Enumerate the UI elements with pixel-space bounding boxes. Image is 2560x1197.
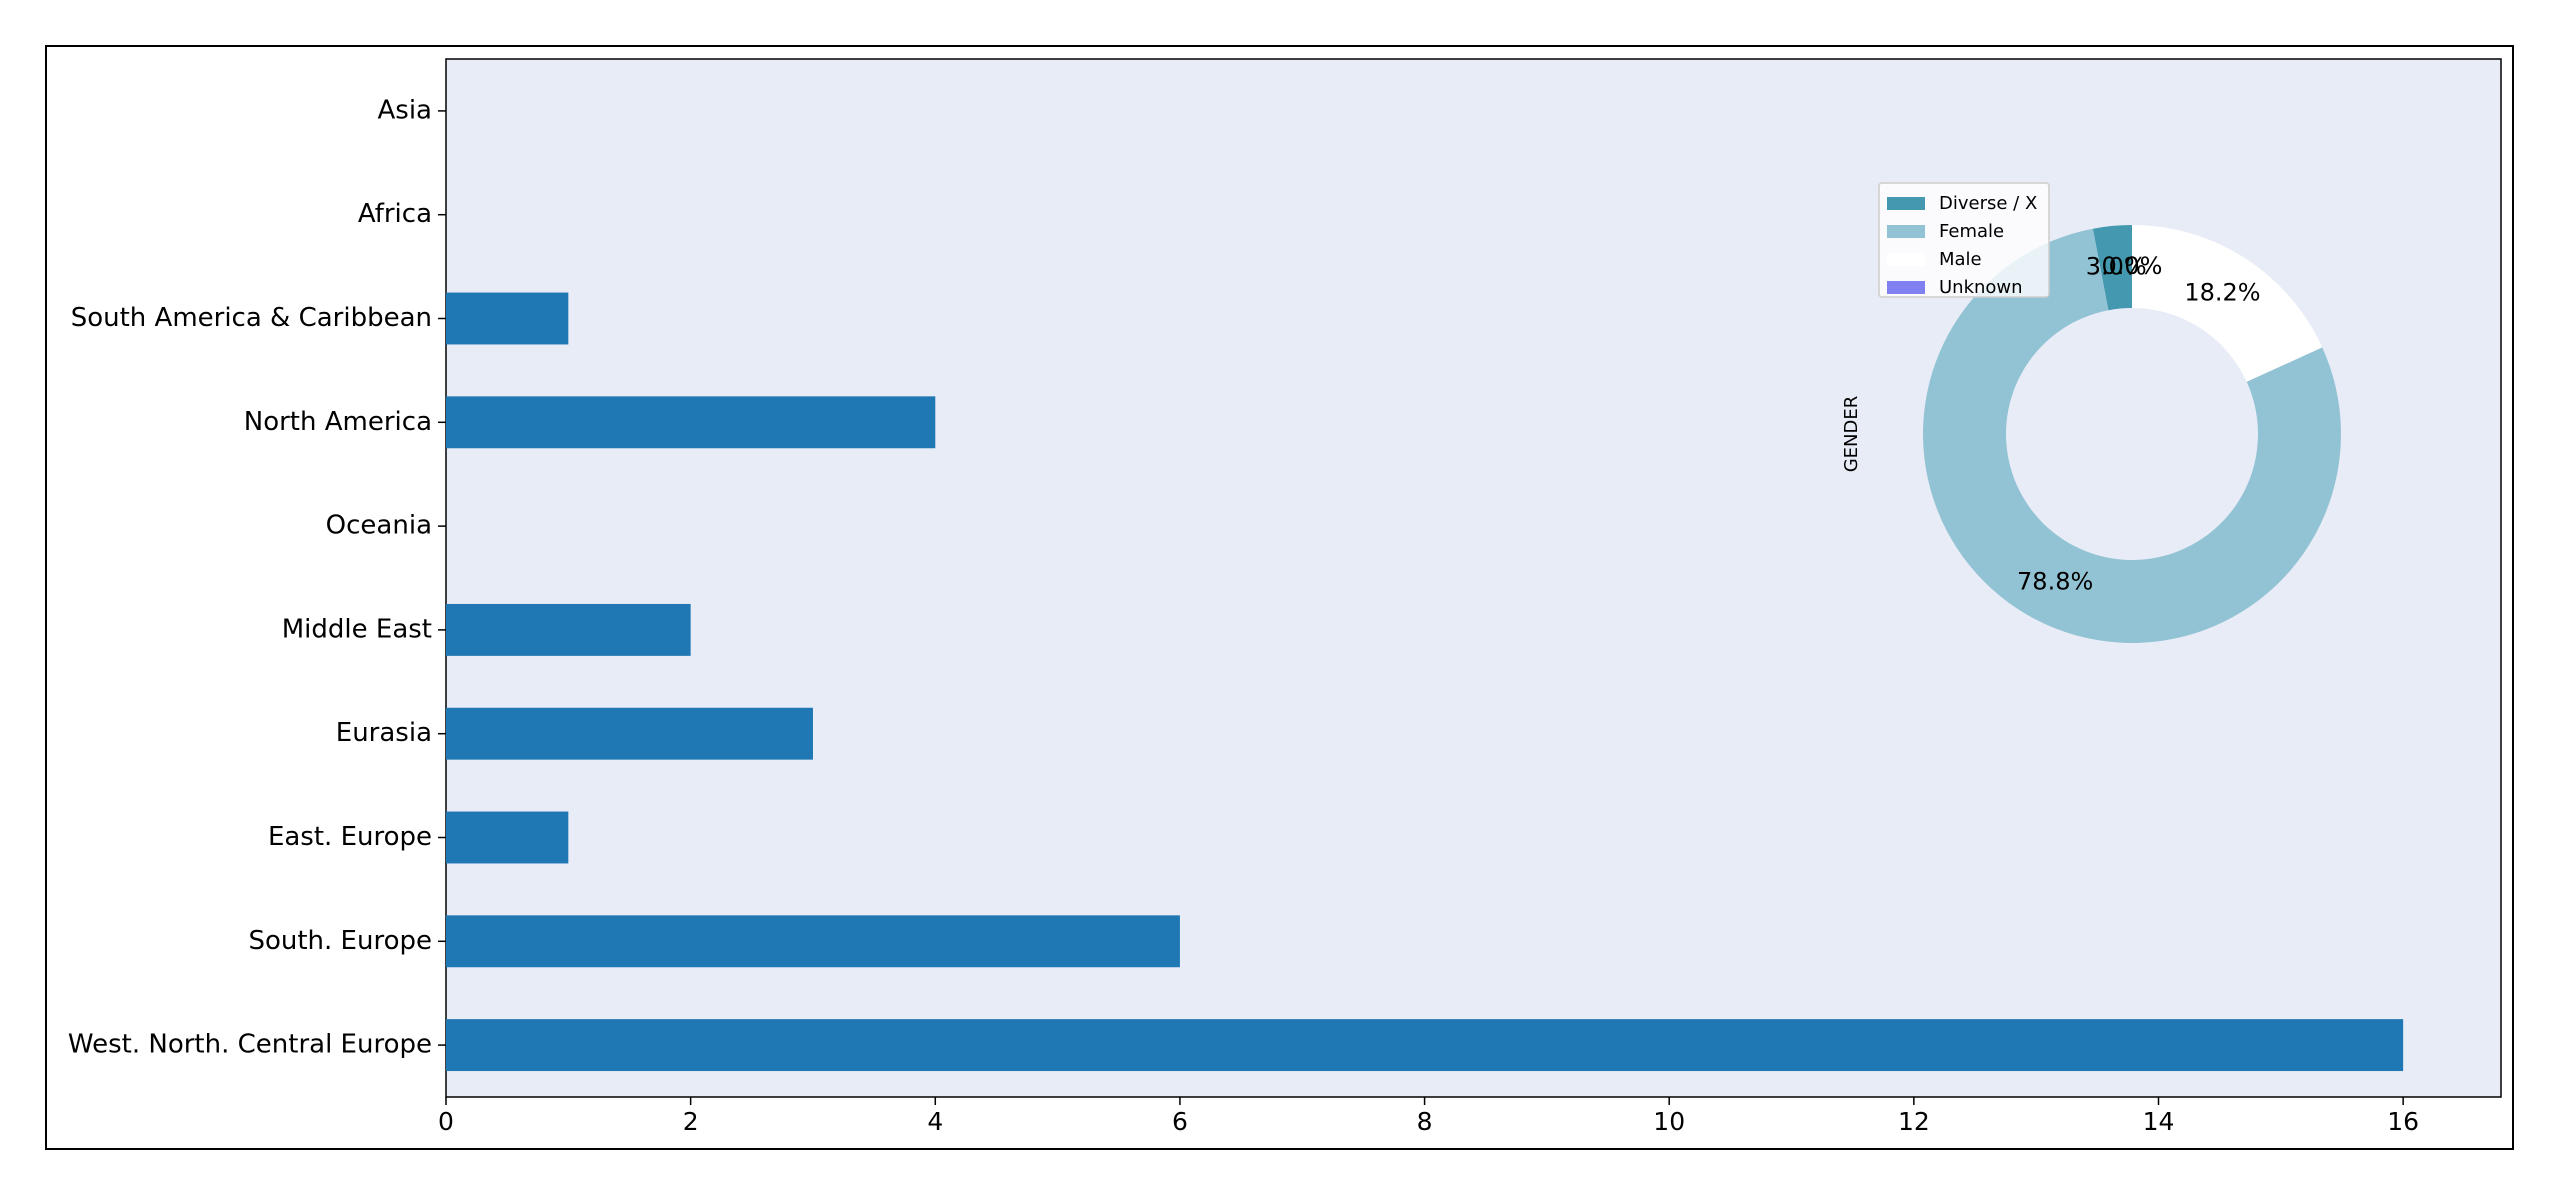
legend-swatch bbox=[1887, 281, 1925, 294]
pie-value-label: 0.0% bbox=[2102, 252, 2163, 280]
y-tick-label: North America bbox=[244, 407, 432, 437]
legend-label: Female bbox=[1939, 221, 2004, 242]
y-tick-label: Oceania bbox=[326, 511, 432, 541]
pie-wedge bbox=[2092, 225, 2132, 311]
legend-label: Diverse / X bbox=[1939, 193, 2037, 214]
bar bbox=[446, 811, 569, 864]
x-tick-label: 12 bbox=[1898, 1107, 1930, 1136]
pie-value-label: 18.2% bbox=[2184, 278, 2260, 306]
y-tick-label: Middle East bbox=[282, 614, 432, 644]
y-tick-label: East. Europe bbox=[268, 822, 432, 852]
bar bbox=[446, 396, 936, 449]
bar bbox=[446, 603, 691, 656]
y-tick-label: West. North. Central Europe bbox=[68, 1030, 432, 1060]
legend-swatch bbox=[1887, 197, 1925, 210]
pie-value-label: 3.0% bbox=[2086, 253, 2147, 281]
x-tick-label: 8 bbox=[1417, 1107, 1433, 1136]
x-tick-label: 0 bbox=[438, 1107, 454, 1136]
y-tick-label: South America & Caribbean bbox=[71, 303, 432, 333]
y-tick-label: Eurasia bbox=[336, 718, 432, 748]
x-tick-label: 14 bbox=[2143, 1107, 2175, 1136]
x-tick-label: 10 bbox=[1653, 1107, 1685, 1136]
x-tick-label: 4 bbox=[927, 1107, 943, 1136]
x-tick-label: 2 bbox=[683, 1107, 699, 1136]
bar bbox=[446, 292, 569, 345]
bar bbox=[446, 707, 813, 760]
legend-swatch bbox=[1887, 253, 1925, 266]
y-tick-label: South. Europe bbox=[248, 926, 432, 956]
x-tick-label: 6 bbox=[1172, 1107, 1188, 1136]
legend-swatch bbox=[1887, 225, 1925, 238]
bar bbox=[446, 1019, 2404, 1072]
legend-label: Male bbox=[1939, 249, 1982, 270]
y-tick-label: Africa bbox=[358, 199, 432, 229]
pie-ylabel: GENDER bbox=[1841, 396, 1862, 473]
legend-box bbox=[1878, 182, 2050, 298]
y-tick-label: Asia bbox=[378, 95, 433, 125]
legend-label: Unknown bbox=[1939, 277, 2023, 298]
pie-wedge bbox=[1922, 228, 2341, 643]
pie-wedge bbox=[2132, 225, 2323, 382]
pie-value-label: 78.8% bbox=[2017, 567, 2093, 595]
x-tick-label: 16 bbox=[2387, 1107, 2419, 1136]
bar bbox=[446, 915, 1180, 968]
